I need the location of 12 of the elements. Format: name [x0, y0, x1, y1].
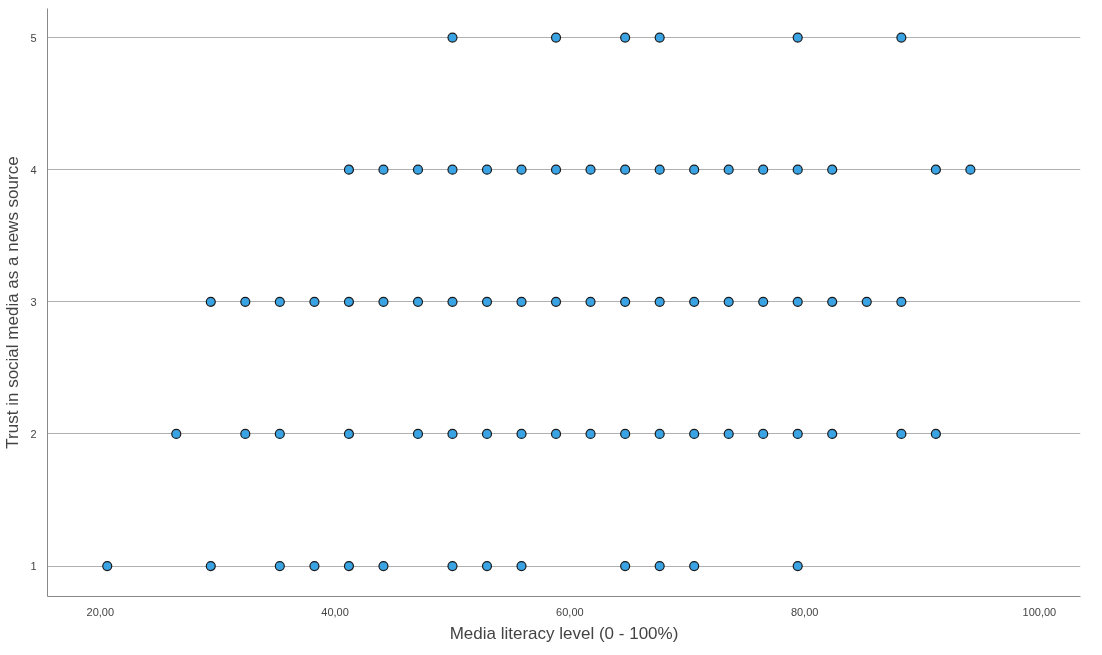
- x-axis-title: Media literacy level (0 - 100%): [449, 623, 679, 643]
- x-tick-label: 80,00: [790, 605, 819, 618]
- y-tick-label: 5: [30, 31, 37, 44]
- x-tick-label: 20,00: [86, 605, 115, 618]
- x-tick-label: 60,00: [556, 605, 584, 618]
- y-axis-title: Trust in social media as a news source: [3, 156, 23, 449]
- y-tick-label: 2: [30, 427, 37, 440]
- y-tick-label: 1: [30, 560, 37, 573]
- y-tick-label: 3: [30, 295, 37, 308]
- y-tick-label: 4: [30, 163, 37, 176]
- x-tick-label: 100,00: [1022, 605, 1057, 618]
- x-tick-label: 40,00: [321, 605, 349, 618]
